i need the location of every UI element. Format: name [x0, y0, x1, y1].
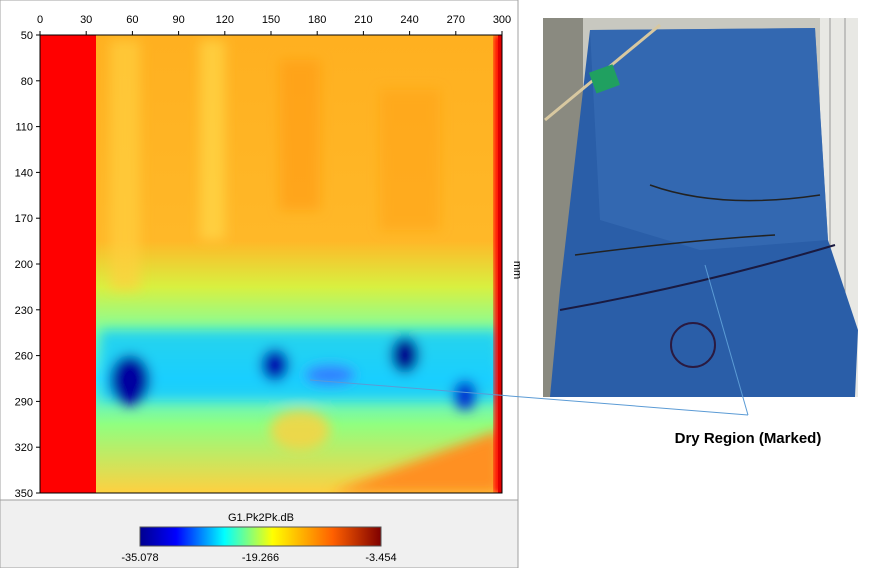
y-tick-label: 350 [15, 488, 33, 500]
y-tick-label: 260 [15, 351, 33, 363]
colorbar-ticks: -35.078 -19.266 -3.454 [121, 552, 396, 564]
annotation: Dry Region (Marked) [675, 430, 822, 447]
x-tick-label: 150 [262, 14, 280, 26]
x-tick-label: 90 [172, 14, 184, 26]
photo [543, 18, 858, 397]
y-tick-label: 290 [15, 396, 33, 408]
x-tick-label: 210 [354, 14, 372, 26]
arrow [704, 264, 749, 416]
y-tick-label: 170 [15, 213, 33, 225]
x-tick-label: 120 [216, 14, 234, 26]
x-tick-label: 0 [37, 14, 43, 26]
y-unit: mm [511, 261, 523, 279]
heatmap [40, 35, 502, 493]
y-tick-label: 140 [15, 167, 33, 179]
x-tick-label: 300 [493, 14, 511, 26]
edge-strip [40, 35, 96, 493]
colorbar [139, 526, 382, 547]
y-tick-label: 50 [21, 30, 33, 42]
colorbar-title: G1.Pk2Pk.dB [228, 512, 294, 524]
x-tick-label: 180 [308, 14, 326, 26]
y-tick-label: 200 [15, 259, 33, 271]
colorbar-label: -35.078 [121, 552, 158, 564]
x-tick-label: 60 [126, 14, 138, 26]
x-tick-label: 270 [447, 14, 465, 26]
x-tick-label: 240 [400, 14, 418, 26]
colorbar-label: -3.454 [365, 552, 396, 564]
x-tick-label: 30 [80, 14, 92, 26]
colorbar-label: -19.266 [242, 552, 279, 564]
y-tick-label: 110 [15, 122, 33, 134]
y-tick-label: 320 [15, 442, 33, 454]
y-tick-label: 80 [21, 76, 33, 88]
y-tick-label: 230 [15, 305, 33, 317]
arrow [309, 379, 749, 416]
